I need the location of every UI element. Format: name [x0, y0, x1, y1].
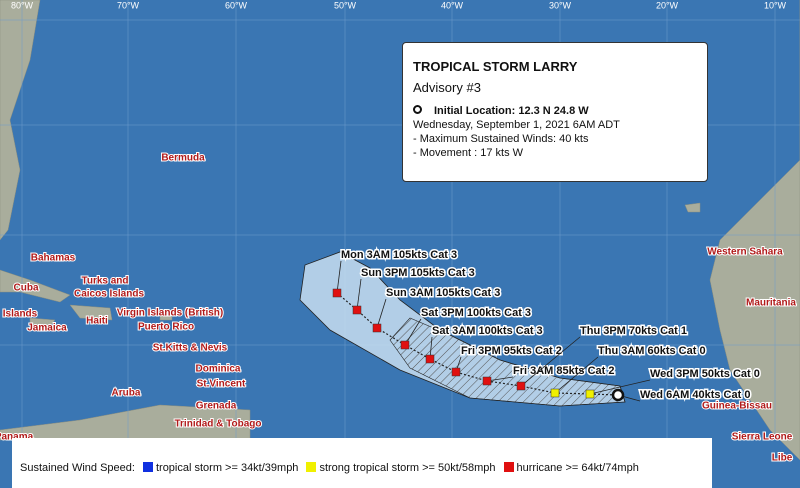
forecast-label: Wed 6AM 40kts Cat 0: [640, 389, 750, 401]
forecast-label: Sat 3PM 100kts Cat 3: [421, 307, 531, 319]
legend-label: tropical storm >= 34kt/39mph: [155, 462, 299, 474]
forecast-point: [425, 354, 435, 364]
date: Wednesday, September 1, 2021 6AM ADT: [413, 119, 620, 131]
legend-item: strong tropical storm >= 50kt/58mph: [306, 462, 496, 474]
legend-label: hurricane >= 64kt/74mph: [516, 462, 639, 474]
legend-item: tropical storm >= 34kt/39mph: [142, 462, 299, 474]
forecast-label: Thu 3AM 60kts Cat 0: [598, 345, 706, 357]
place-label: Guinea-Bissau: [702, 401, 772, 412]
leader-line: [554, 356, 599, 394]
place-label: Trinidad & Tobago: [174, 419, 261, 430]
legend-swatch: [142, 462, 153, 472]
longitude-label: 60°W: [225, 0, 248, 10]
longitude-label: 10°W: [764, 0, 787, 10]
longitude-label: 20°W: [656, 0, 679, 10]
legend-swatch: [503, 462, 514, 472]
location-icon: [413, 105, 422, 114]
forecast-point: [451, 367, 461, 377]
place-label: Caicos Islands: [74, 289, 144, 300]
leader-line: [589, 379, 651, 395]
legend: Sustained Wind Speed: tropical storm >= …: [12, 438, 712, 488]
land: [29, 317, 56, 327]
land: [0, 269, 71, 303]
forecast-label: Wed 3PM 50kts Cat 0: [650, 368, 760, 380]
place-label: Western Sahara: [707, 247, 783, 258]
place-label: Haiti: [86, 316, 108, 327]
info-box: TROPICAL STORM LARRY Advisory #3 Initial…: [402, 42, 708, 182]
forecast-label: Sun 3PM 105kts Cat 3: [361, 267, 475, 279]
forecast-point: [482, 376, 492, 386]
land: [684, 202, 701, 213]
legend-swatch: [306, 462, 317, 472]
place-label: Turks and: [81, 276, 128, 287]
forecast-point: [352, 305, 362, 315]
place-label: Islands: [3, 309, 38, 320]
winds: - Maximum Sustained Winds: 40 kts: [413, 133, 589, 145]
initial-location: Initial Location: 12.3 N 24.8 W: [434, 105, 589, 117]
forecast-label: Thu 3PM 70kts Cat 1: [580, 325, 687, 337]
longitude-label: 50°W: [334, 0, 357, 10]
land: [69, 304, 113, 321]
leader-line: [336, 260, 342, 294]
longitude-label: 80°W: [11, 0, 34, 10]
legend-title: Sustained Wind Speed:: [20, 462, 135, 474]
place-label: Virgin Islands (British): [117, 308, 224, 319]
legend-label: strong tropical storm >= 50kt/58mph: [319, 462, 496, 474]
forecast-point: [332, 288, 342, 298]
movement: - Movement : 17 kts W: [413, 147, 524, 159]
land: [0, 404, 251, 441]
track-line: [336, 292, 619, 396]
forecast-label: Fri 3AM 85kts Cat 2: [513, 365, 614, 377]
place-label: Aruba: [112, 388, 141, 399]
forecast-label: Fri 3PM 95kts Cat 2: [461, 345, 562, 357]
place-label: Sierra Leone: [732, 432, 793, 443]
place-label: Dominica: [195, 364, 240, 375]
forecast-label: Mon 3AM 105kts Cat 3: [341, 249, 457, 261]
forecast-point: [550, 388, 560, 398]
place-label: St.Vincent: [197, 379, 246, 390]
forecast-point: [372, 323, 382, 333]
forecast-point: [400, 340, 410, 350]
forecast-point: [585, 389, 595, 399]
place-label: Puerto Rico: [138, 322, 194, 333]
place-label: Bermuda: [161, 153, 205, 164]
forecast-point: [516, 381, 526, 391]
current-position: [611, 388, 625, 402]
longitude-label: 30°W: [549, 0, 572, 10]
land: [0, 0, 41, 241]
legend-row: Sustained Wind Speed: tropical storm >= …: [20, 462, 639, 474]
place-label: Jamaica: [27, 323, 67, 334]
forecast-label: Sun 3AM 105kts Cat 3: [386, 287, 500, 299]
leader-line: [356, 278, 362, 311]
place-label: St.Kitts & Nevis: [153, 343, 228, 354]
legend-item: hurricane >= 64kt/74mph: [503, 462, 639, 474]
leader-line: [520, 336, 581, 387]
storm-title: TROPICAL STORM LARRY: [413, 59, 578, 74]
longitude-label: 40°W: [441, 0, 464, 10]
place-label: Bahamas: [31, 253, 76, 264]
land: [159, 314, 173, 321]
advisory: Advisory #3: [413, 80, 481, 95]
place-label: Mauritania: [746, 298, 796, 309]
place-label: Cuba: [14, 283, 39, 294]
initial-location-row: Initial Location: 12.3 N 24.8 W: [413, 105, 697, 117]
leader-line: [404, 318, 422, 346]
leader-line: [376, 298, 387, 329]
forecast-label: Sat 3AM 100kts Cat 3: [432, 325, 543, 337]
leader-line: [486, 376, 514, 382]
longitude-label: 70°W: [117, 0, 140, 10]
place-label: Grenada: [196, 401, 237, 412]
place-label: Libe: [772, 453, 793, 464]
